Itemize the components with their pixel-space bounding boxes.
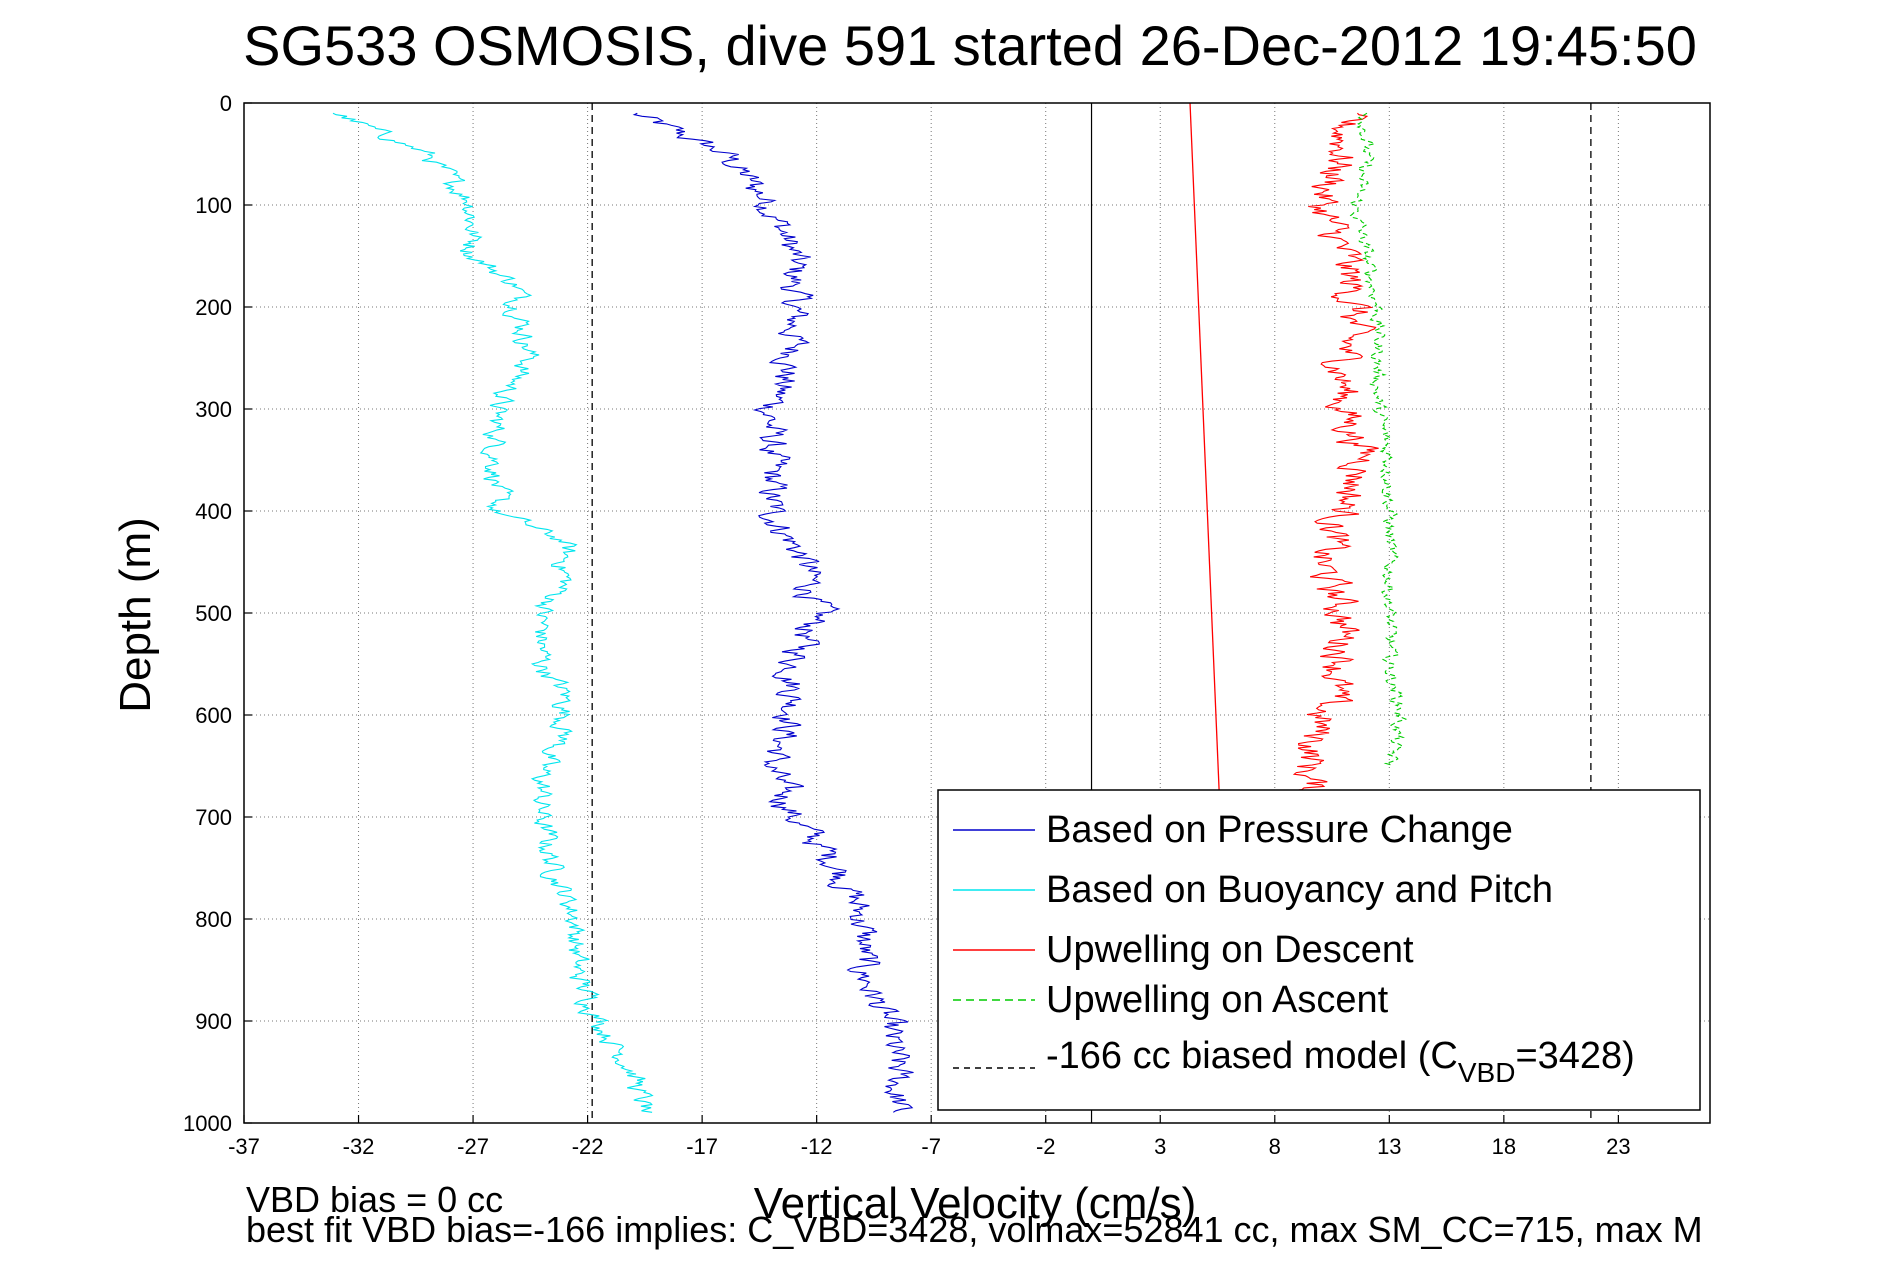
y-tick-label-1: 100: [195, 193, 232, 218]
footer-line-2: best fit VBD bias=-166 implies: C_VBD=34…: [246, 1209, 1703, 1250]
x-tick-label-12: 23: [1606, 1134, 1630, 1159]
x-tick-label-8: 3: [1154, 1134, 1166, 1159]
chart-title: SG533 OSMOSIS, dive 591 started 26-Dec-2…: [243, 14, 1697, 77]
x-axis-label: Vertical Velocity (cm/s): [754, 1179, 1197, 1228]
x-tick-label-0: -37: [228, 1134, 260, 1159]
x-tick-label-9: 8: [1269, 1134, 1281, 1159]
x-tick-label-3: -22: [572, 1134, 604, 1159]
x-tick-label-1: -32: [343, 1134, 375, 1159]
legend-label-model: -166 cc biased model (CVBD=3428): [1046, 1035, 1635, 1088]
y-tick-label-9: 900: [195, 1009, 232, 1034]
legend-label-buoyancy: Based on Buoyancy and Pitch: [1046, 869, 1553, 911]
y-tick-label-7: 700: [195, 805, 232, 830]
series-line-2: [1287, 112, 1379, 818]
footer-line-1: VBD bias = 0 cc: [246, 1179, 503, 1220]
series-line-1: [332, 112, 654, 1113]
y-tick-label-5: 500: [195, 601, 232, 626]
x-tick-label-5: -12: [801, 1134, 833, 1159]
x-tick-label-10: 13: [1377, 1134, 1401, 1159]
axis-ticks: -37 -32 -27 -22 -17 -12 -7 -2 3 8 13 18 23 0 100 200 300…: [183, 91, 1631, 1159]
y-tick-label-3: 300: [195, 397, 232, 422]
legend: Based on Pressure Change Based on Buoyan…: [937, 789, 1701, 1111]
legend-label-pressure: Based on Pressure Change: [1046, 809, 1513, 851]
series-line-0: [632, 112, 914, 1113]
x-tick-label-4: -17: [686, 1134, 718, 1159]
descent-trend-line: [1189, 102, 1221, 807]
legend-label-descent: Upwelling on Descent: [1046, 929, 1414, 971]
legend-label-ascent: Upwelling on Ascent: [1046, 979, 1389, 1021]
y-tick-label-8: 800: [195, 907, 232, 932]
x-tick-label-2: -27: [457, 1134, 489, 1159]
y-tick-label-6: 600: [195, 703, 232, 728]
series-line-3: [1348, 112, 1408, 766]
x-tick-label-11: 18: [1492, 1134, 1516, 1159]
y-tick-label-10: 1000: [183, 1111, 232, 1136]
x-tick-label-6: -7: [921, 1134, 941, 1159]
legend-label-model-sub: VBD: [1458, 1057, 1516, 1088]
y-tick-label-0: 0: [220, 91, 232, 116]
legend-label-model-main: -166 cc biased model (C: [1046, 1035, 1458, 1077]
plot-series: [332, 102, 1592, 1123]
legend-box: [937, 789, 1701, 1111]
y-axis-label: Depth (m): [111, 517, 160, 713]
x-tick-label-7: -2: [1036, 1134, 1056, 1159]
y-tick-label-2: 200: [195, 295, 232, 320]
y-tick-label-4: 400: [195, 499, 232, 524]
legend-label-model-tail: =3428): [1515, 1035, 1634, 1077]
